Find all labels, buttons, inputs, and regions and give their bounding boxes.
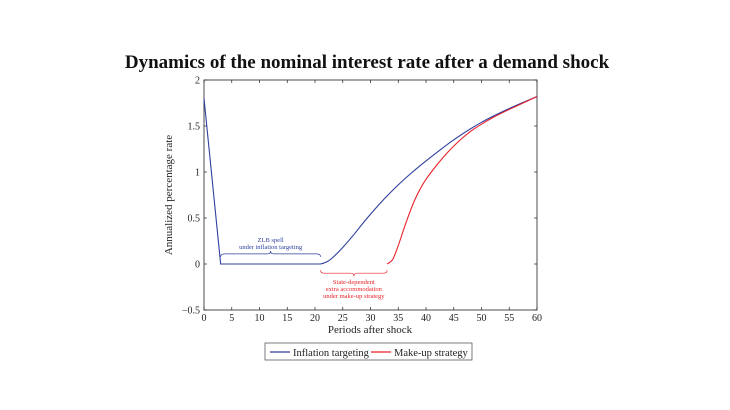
- x-tick-label: 55: [504, 313, 514, 324]
- annotation-zlb-line: under inflation targeting: [239, 244, 303, 251]
- annotation-makeup-line: State-dependent: [333, 279, 375, 286]
- legend-label-make-up-strategy: Make-up strategy: [394, 348, 469, 359]
- y-tick-label: 2: [195, 76, 200, 87]
- x-tick-label: 15: [282, 313, 292, 324]
- x-tick-label: 20: [310, 313, 320, 324]
- extra-accommodation-brace: [320, 270, 388, 277]
- series-line-inflation-targeting: [203, 96, 538, 265]
- legend: Inflation targeting Make-up strategy: [264, 342, 473, 361]
- annotation-makeup-line: under make-up strategy: [323, 293, 385, 300]
- y-axis: −0.5 0 0.5 1 1.5 2: [182, 76, 537, 317]
- x-tick-label: 35: [393, 313, 403, 324]
- x-tick-label: 60: [532, 313, 542, 324]
- y-tick-label: 0: [195, 260, 200, 271]
- y-tick-label: 1.5: [188, 122, 201, 133]
- x-tick-label: 25: [338, 313, 348, 324]
- x-tick-label: 30: [366, 313, 376, 324]
- y-axis-label: Annualized percentage rate: [163, 135, 175, 255]
- x-tick-label: 40: [421, 313, 431, 324]
- x-axis-label: Periods after shock: [328, 324, 413, 336]
- x-axis: 0 5 10 15 20 25 30 35 40 45 50 55 60: [202, 80, 542, 324]
- x-tick-label: 10: [255, 313, 265, 324]
- annotation-makeup-line: extra accommodation: [326, 286, 383, 293]
- y-tick-label: 1: [195, 168, 200, 179]
- zlb-spell-brace: [220, 250, 321, 257]
- y-tick-label: −0.5: [182, 306, 200, 317]
- y-tick-label: 0.5: [188, 214, 201, 225]
- x-tick-label: 0: [202, 313, 207, 324]
- annotation-zlb-line: ZLB spell: [258, 237, 284, 244]
- plot-frame: [203, 79, 538, 311]
- series-lines: [203, 96, 538, 265]
- legend-box: [264, 342, 473, 361]
- chart-title: Dynamics of the nominal interest rate af…: [125, 52, 610, 73]
- legend-label-inflation-targeting: Inflation targeting: [293, 348, 370, 359]
- series-line-make-up-strategy: [386, 96, 538, 265]
- x-tick-label: 50: [477, 313, 487, 324]
- x-tick-label: 45: [449, 313, 459, 324]
- x-tick-label: 5: [229, 313, 234, 324]
